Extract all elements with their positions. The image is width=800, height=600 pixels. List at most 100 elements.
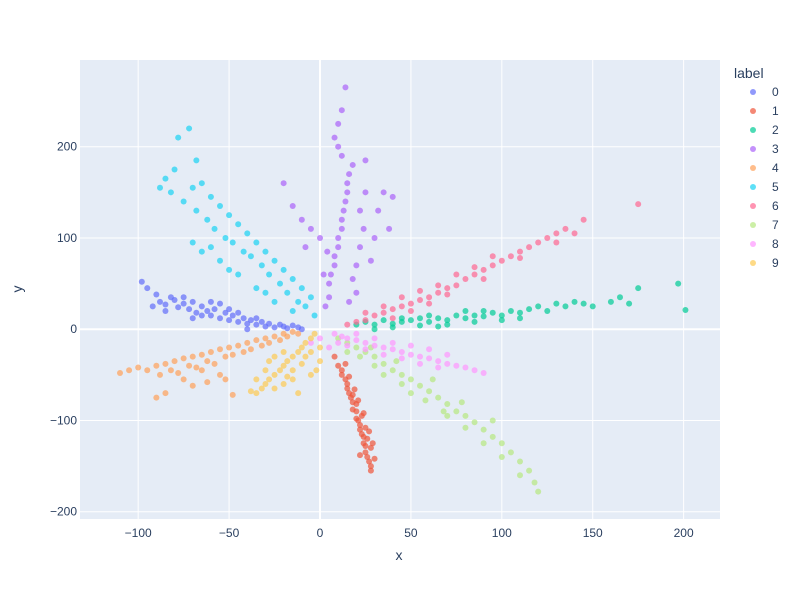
data-point [380,309,387,316]
legend-marker [750,127,756,133]
data-point [553,300,560,307]
data-point [204,216,211,223]
data-point [517,248,523,255]
data-point [462,276,469,283]
data-point [180,300,187,307]
data-point [289,367,296,374]
grid-lines [80,60,720,519]
legend-label: 1 [772,104,779,118]
data-point [435,289,442,296]
data-point [262,289,269,296]
data-point [407,390,414,397]
data-point [289,376,296,383]
data-point [180,294,187,301]
legend-item-5[interactable]: 5 [750,180,779,194]
data-point [562,225,569,232]
data-point [417,322,423,329]
legend-item-3[interactable]: 3 [750,142,779,156]
data-point [389,324,396,331]
data-point [253,285,260,292]
data-point [675,280,682,287]
data-point [284,333,291,340]
legend-item-8[interactable]: 8 [750,237,779,251]
data-point [417,382,423,389]
data-point [207,193,214,200]
data-point [335,234,342,241]
legend-marker [750,165,756,171]
data-point [357,353,363,360]
data-point [364,435,371,442]
data-point [327,271,334,278]
legend-item-1[interactable]: 1 [750,104,779,118]
data-point [344,180,351,187]
data-point [189,298,196,305]
data-point [226,306,233,313]
data-point [357,426,363,433]
data-point [507,253,514,260]
data-point [331,134,338,141]
data-point [371,321,378,328]
data-point [349,391,356,398]
data-point [298,360,305,367]
data-point [371,353,378,360]
legend-item-4[interactable]: 4 [750,161,779,175]
data-point [302,244,309,251]
data-point [353,344,360,351]
data-point [380,371,387,378]
data-point [417,315,423,322]
legend-item-0[interactable]: 0 [750,85,779,99]
data-point [498,317,505,324]
data-point [198,312,205,319]
data-point [189,353,196,360]
data-point [335,339,342,346]
data-point [317,344,323,351]
data-point [344,349,351,356]
data-point [366,428,373,435]
data-point [480,276,487,283]
data-point [335,244,342,251]
data-point [211,306,218,313]
legend-label: 2 [772,123,779,137]
data-point [302,339,309,346]
data-point [153,291,160,298]
data-point [380,303,387,310]
legend-item-7[interactable]: 7 [750,218,779,232]
data-point [280,266,287,273]
data-point [302,303,309,310]
data-point [284,373,291,380]
legend-item-6[interactable]: 6 [750,199,779,213]
data-point [193,309,200,316]
x-tick-label: −100 [125,526,152,540]
data-point [335,143,342,150]
data-point [422,397,429,404]
data-point [204,307,211,314]
data-point [366,458,373,465]
data-point [535,488,542,495]
data-point [235,271,242,278]
data-point [271,353,278,360]
data-point [426,294,433,301]
data-point [298,216,305,223]
data-point [271,298,278,305]
data-point [346,298,353,305]
data-point [284,325,291,332]
legend-item-9[interactable]: 9 [750,256,779,270]
data-point [389,367,396,374]
data-point [371,342,378,349]
data-point [295,390,302,397]
data-point [157,298,163,305]
legend-title: label [734,65,764,81]
data-point [157,184,163,191]
data-point [617,294,623,301]
data-point [398,380,405,387]
legend-item-2[interactable]: 2 [750,123,779,137]
data-point [389,193,396,200]
data-point [360,410,367,417]
data-point [266,320,273,327]
data-point [426,346,433,353]
data-point [367,467,374,474]
data-point [389,315,396,322]
data-point [229,239,236,246]
data-point [171,358,178,365]
data-point [247,253,254,260]
